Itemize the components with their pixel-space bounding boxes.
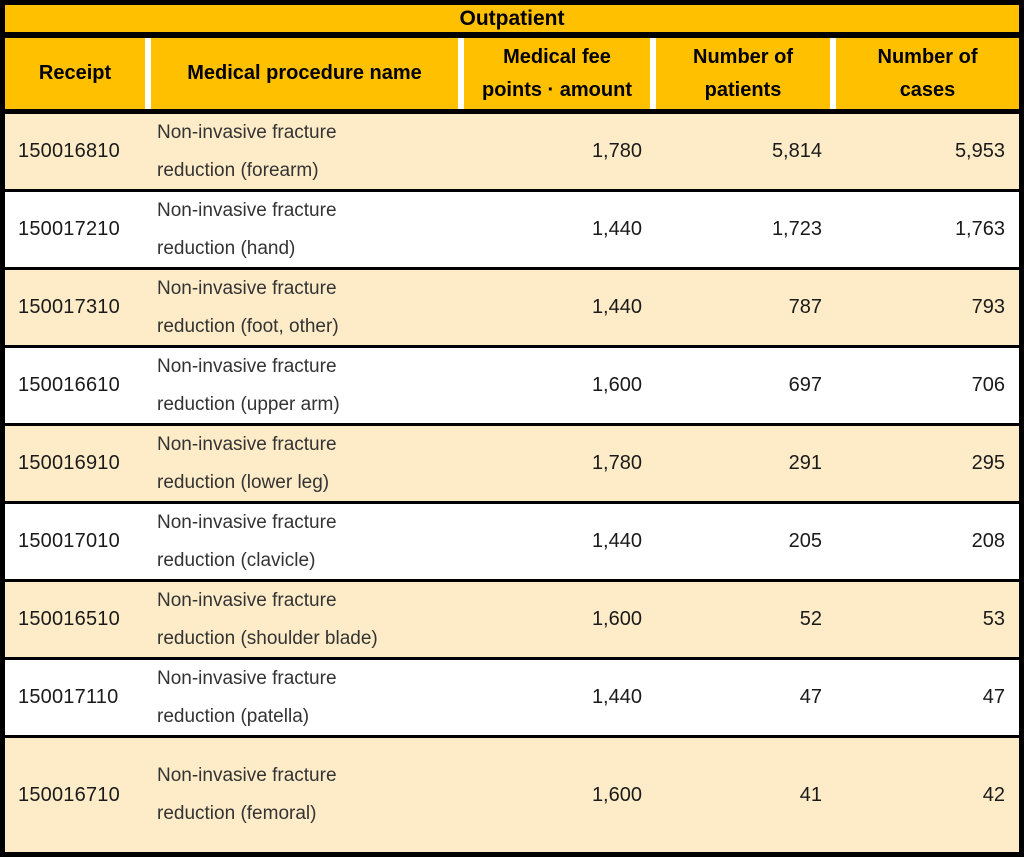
procedure-name-cell: Non-invasive fracture reduction (femoral… — [157, 765, 337, 824]
cases-cell: 1,763 — [954, 218, 1005, 240]
procedure-name-cell: Non-invasive fracture reduction (foot, o… — [157, 277, 339, 337]
cases-cell: 208 — [971, 530, 1005, 552]
column-header-patients: Number of patients — [656, 38, 830, 109]
receipt-cell: 150017010 — [18, 530, 120, 552]
receipt-cell: 150016810 — [18, 140, 120, 162]
receipt-cell: 150017110 — [18, 686, 119, 708]
patients-cell: 205 — [788, 530, 822, 552]
table-row: 150016510 Non-invasive fracture reductio… — [5, 582, 1019, 660]
fee-points-cell: 1,440 — [591, 218, 642, 240]
table-row: 150017110 Non-invasive fracture reductio… — [5, 660, 1019, 738]
table-title: Outpatient — [5, 5, 1019, 38]
table-body: 150016810 Non-invasive fracture reductio… — [5, 114, 1019, 852]
procedure-name-cell: Non-invasive fracture reduction (shoulde… — [157, 589, 378, 649]
receipt-cell: 150016510 — [18, 608, 120, 630]
receipt-cell: 150016710 — [18, 783, 120, 806]
fee-points-cell: 1,440 — [591, 686, 642, 708]
patients-cell: 787 — [788, 296, 822, 318]
cases-cell: 53 — [982, 608, 1005, 630]
column-header-cases: Number of cases — [836, 38, 1019, 109]
patients-cell: 52 — [799, 608, 822, 630]
patients-cell: 697 — [788, 374, 822, 396]
procedure-name-cell: Non-invasive fracture reduction (upper a… — [157, 355, 340, 415]
cases-cell: 47 — [982, 686, 1005, 708]
receipt-cell: 150017310 — [18, 296, 120, 318]
table-row: 150016610 Non-invasive fracture reductio… — [5, 348, 1019, 426]
cases-cell: 295 — [971, 452, 1005, 474]
table-row: 150017010 Non-invasive fracture reductio… — [5, 504, 1019, 582]
patients-cell: 47 — [799, 686, 822, 708]
fee-points-cell: 1,780 — [591, 140, 642, 162]
fee-points-cell: 1,440 — [591, 530, 642, 552]
cases-cell: 793 — [971, 296, 1005, 318]
cases-cell: 5,953 — [954, 140, 1005, 162]
patients-cell: 5,814 — [771, 140, 822, 162]
table-row: 150016810 Non-invasive fracture reductio… — [5, 114, 1019, 192]
table-row: 150017210 Non-invasive fracture reductio… — [5, 192, 1019, 270]
receipt-cell: 150016910 — [18, 452, 120, 474]
receipt-cell: 150017210 — [18, 218, 120, 240]
receipt-cell: 150016610 — [18, 374, 120, 396]
fee-points-cell: 1,600 — [591, 608, 642, 630]
patients-cell: 291 — [788, 452, 822, 474]
procedure-name-cell: Non-invasive fracture reduction (lower l… — [157, 433, 337, 493]
procedure-name-cell: Non-invasive fracture reduction (patella… — [157, 667, 337, 727]
fee-points-cell: 1,600 — [591, 783, 642, 806]
procedure-name-cell: Non-invasive fracture reduction (clavicl… — [157, 511, 337, 571]
patients-cell: 41 — [799, 783, 822, 806]
fee-points-cell: 1,440 — [591, 296, 642, 318]
cases-cell: 42 — [982, 783, 1005, 806]
table-row: 150017310 Non-invasive fracture reductio… — [5, 270, 1019, 348]
column-header-receipt: Receipt — [5, 38, 145, 109]
procedure-name-cell: Non-invasive fracture reduction (forearm… — [157, 121, 337, 181]
table-row: 150016910 Non-invasive fracture reductio… — [5, 426, 1019, 504]
column-header-procedure-name: Medical procedure name — [151, 38, 458, 109]
procedure-name-cell: Non-invasive fracture reduction (hand) — [157, 199, 337, 259]
patients-cell: 1,723 — [771, 218, 822, 240]
table-header-row: Receipt Medical procedure name Medical f… — [5, 38, 1019, 114]
fee-points-cell: 1,600 — [591, 374, 642, 396]
fee-points-cell: 1,780 — [591, 452, 642, 474]
cases-cell: 706 — [971, 374, 1005, 396]
table-row: 150016710 Non-invasive fracture reductio… — [5, 738, 1019, 852]
column-header-fee-points: Medical fee points · amount — [464, 38, 650, 109]
